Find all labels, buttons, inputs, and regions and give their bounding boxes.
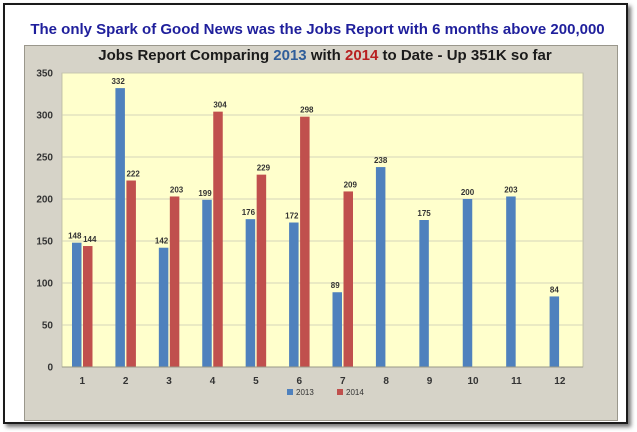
chart-panel bbox=[24, 45, 618, 421]
chart-title-year-2013: 2013 bbox=[273, 47, 307, 64]
chart-title-middle: with bbox=[306, 47, 345, 64]
chart-title-year-2014: 2014 bbox=[344, 47, 379, 64]
chart-title-suffix: to Date - Up 351K so far bbox=[378, 47, 552, 64]
chart-title-prefix: Jobs Report Comparing bbox=[98, 47, 274, 64]
chart-title: Jobs Report Comparing 2013 with 2014 to … bbox=[30, 47, 620, 64]
banner-headline: The only Spark of Good News was the Jobs… bbox=[30, 21, 605, 38]
screenshot-frame: The only Spark of Good News was the Jobs… bbox=[3, 3, 628, 424]
